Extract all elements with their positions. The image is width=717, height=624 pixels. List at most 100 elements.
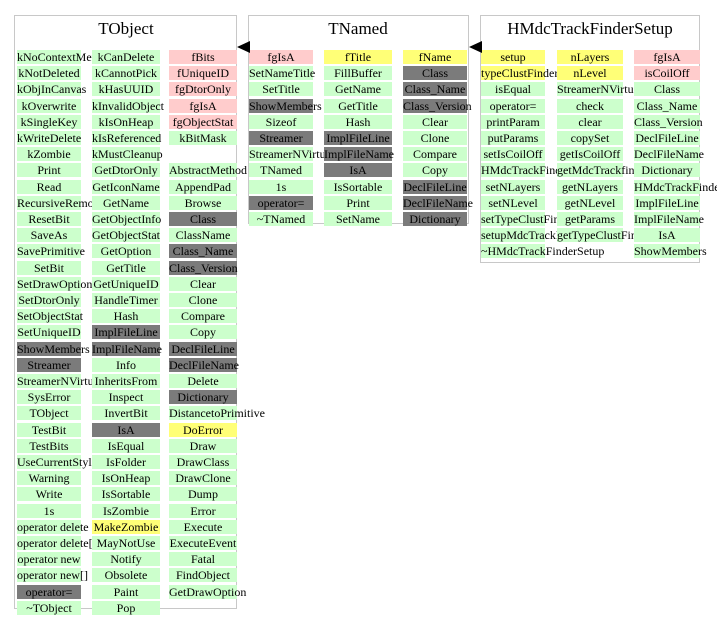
member-hmdctrackfindersetup-2-4: Class_Version [634, 115, 703, 129]
member-tnamed-1-0: fTitle [324, 50, 392, 64]
member-tobject-0-30: operator delete[] [17, 536, 97, 550]
member-tobject-2-8: AppendPad [169, 180, 237, 194]
member-hmdctrackfindersetup-1-1: nLevel [557, 66, 623, 80]
member-tnamed-1-7: IsA [324, 163, 392, 177]
member-tnamed-2-1: Class [403, 66, 467, 80]
member-tnamed-0-4: Sizeof [249, 115, 313, 129]
member-tnamed-2-0: fName [403, 50, 467, 64]
member-tobject-1-30: MayNotUse [92, 536, 160, 550]
member-tobject-0-12: SavePrimitive [17, 244, 85, 258]
member-tobject-0-6: kZombie [17, 147, 81, 161]
member-tobject-2-0: fBits [169, 50, 237, 64]
member-hmdctrackfindersetup-0-8: setNLayers [481, 180, 545, 194]
member-tobject-2-16: Compare [169, 309, 237, 323]
member-tnamed-0-9: operator= [249, 196, 313, 210]
member-tobject-2-31: Fatal [169, 552, 237, 566]
member-tnamed-1-1: FillBuffer [324, 66, 392, 80]
member-tnamed-1-6: ImplFileName [324, 147, 394, 161]
member-tobject-2-22: DistancetoPrimitive [169, 406, 265, 420]
member-tnamed-0-2: SetTitle [249, 82, 313, 96]
member-tnamed-2-5: Clone [403, 131, 467, 145]
member-tobject-1-28: IsZombie [92, 504, 160, 518]
member-tobject-2-13: Class_Version [169, 261, 238, 275]
member-tnamed-1-2: GetName [324, 82, 392, 96]
member-tobject-1-14: GetUniqueID [92, 277, 160, 291]
member-tobject-0-11: SaveAs [17, 228, 81, 242]
member-tobject-2-7: AbstractMethod [169, 163, 247, 177]
member-tobject-0-0: kNoContextMenu [17, 50, 104, 64]
member-tobject-0-25: UseCurrentStyle [17, 455, 97, 469]
member-tobject-1-19: Info [92, 358, 160, 372]
member-tobject-0-22: TObject [17, 406, 81, 420]
member-tobject-2-11: ClassName [169, 228, 237, 242]
member-tobject-2-5: kBitMask [169, 131, 237, 145]
member-hmdctrackfindersetup-0-10: setTypeClustFinder [481, 212, 575, 226]
member-tobject-0-7: Print [17, 163, 81, 177]
member-tobject-1-18: ImplFileName [92, 342, 162, 356]
member-tobject-1-32: Obsolete [92, 568, 160, 582]
member-tnamed-0-1: SetNameTitle [249, 66, 316, 80]
member-tobject-1-15: HandleTimer [92, 293, 160, 307]
member-tobject-1-1: kCannotPick [92, 66, 160, 80]
member-tobject-0-20: StreamerNVirtual [17, 374, 103, 388]
member-tobject-2-30: ExecuteEvent [169, 536, 237, 550]
member-tobject-2-33: GetDrawOption [169, 585, 247, 599]
member-tobject-2-4: fgObjectStat [169, 115, 237, 129]
member-hmdctrackfindersetup-0-1: typeClustFinder [481, 66, 559, 80]
member-hmdctrackfindersetup-1-7: getMdcTrackfinderSet [557, 163, 666, 177]
member-tnamed-1-5: ImplFileLine [324, 131, 392, 145]
member-tnamed-1-10: SetName [324, 212, 392, 226]
member-hmdctrackfindersetup-1-11: getTypeClustFinder [557, 228, 653, 242]
member-tobject-1-29: MakeZombie [92, 520, 160, 534]
member-tobject-1-2: kHasUUID [92, 82, 160, 96]
arrowhead-icon [237, 41, 250, 53]
member-tnamed-0-10: ~TNamed [249, 212, 313, 226]
member-tobject-0-18: ShowMembers [17, 342, 90, 356]
member-tobject-0-24: TestBits [17, 439, 81, 453]
member-hmdctrackfindersetup-0-9: setNLevel [481, 196, 545, 210]
member-tobject-2-25: DrawClass [169, 455, 237, 469]
member-hmdctrackfindersetup-2-9: ImplFileLine [634, 196, 700, 210]
member-hmdctrackfindersetup-0-7: HMdcTrackFinderSetup [481, 163, 598, 177]
member-tobject-0-31: operator new [17, 552, 81, 566]
member-tnamed-1-9: Print [324, 196, 392, 210]
inheritance-arrow-tnamed-to-tobject [237, 41, 250, 53]
member-tobject-1-4: kIsOnHeap [92, 115, 160, 129]
member-tobject-1-21: Inspect [92, 390, 160, 404]
member-tobject-1-8: GetIconName [92, 180, 160, 194]
member-tnamed-2-6: Compare [403, 147, 467, 161]
member-tnamed-0-0: fgIsA [249, 50, 313, 64]
member-hmdctrackfindersetup-2-3: Class_Name [634, 99, 700, 113]
member-tobject-2-23: DoError [169, 423, 237, 437]
member-tnamed-0-6: StreamerNVirtual [249, 147, 335, 161]
member-tobject-0-2: kObjInCanvas [17, 82, 87, 96]
member-tobject-2-15: Clone [169, 293, 237, 307]
member-tobject-1-13: GetTitle [92, 261, 160, 275]
member-tobject-0-10: ResetBit [17, 212, 81, 226]
member-hmdctrackfindersetup-0-12: ~HMdcTrackFinderSetup [481, 244, 605, 258]
member-hmdctrackfindersetup-0-4: printParam [481, 115, 545, 129]
member-hmdctrackfindersetup-2-6: DeclFileName [634, 147, 704, 161]
inheritance-arrow-hmdctrackfindersetup-to-tnamed [469, 41, 482, 53]
member-tnamed-0-3: ShowMembers [249, 99, 322, 113]
member-tobject-1-10: GetObjectInfo [92, 212, 162, 226]
member-tobject-2-26: DrawClone [169, 471, 237, 485]
member-tobject-2-21: Dictionary [169, 390, 237, 404]
member-hmdctrackfindersetup-0-2: isEqual [481, 82, 545, 96]
member-tnamed-2-3: Class_Version [403, 99, 472, 113]
member-tobject-2-2: fgDtorOnly [169, 82, 237, 96]
member-tnamed-2-9: DeclFileName [403, 196, 473, 210]
member-hmdctrackfindersetup-1-10: getParams [557, 212, 623, 226]
member-hmdctrackfindersetup-2-0: fgIsA [634, 50, 700, 64]
member-tobject-0-5: kWriteDelete [17, 131, 82, 145]
member-tnamed-1-3: GetTitle [324, 99, 392, 113]
member-tobject-2-28: Error [169, 504, 237, 518]
member-hmdctrackfindersetup-0-3: operator= [481, 99, 545, 113]
member-hmdctrackfindersetup-1-5: copySet [557, 131, 623, 145]
member-tobject-1-27: IsSortable [92, 487, 160, 501]
member-tobject-0-4: kSingleKey [17, 115, 81, 129]
member-tobject-1-20: InheritsFrom [92, 374, 160, 388]
member-hmdctrackfindersetup-1-6: getIsCoilOff [557, 147, 623, 161]
member-tobject-0-16: SetObjectStat [17, 309, 83, 323]
member-tobject-0-19: Streamer [17, 358, 81, 372]
